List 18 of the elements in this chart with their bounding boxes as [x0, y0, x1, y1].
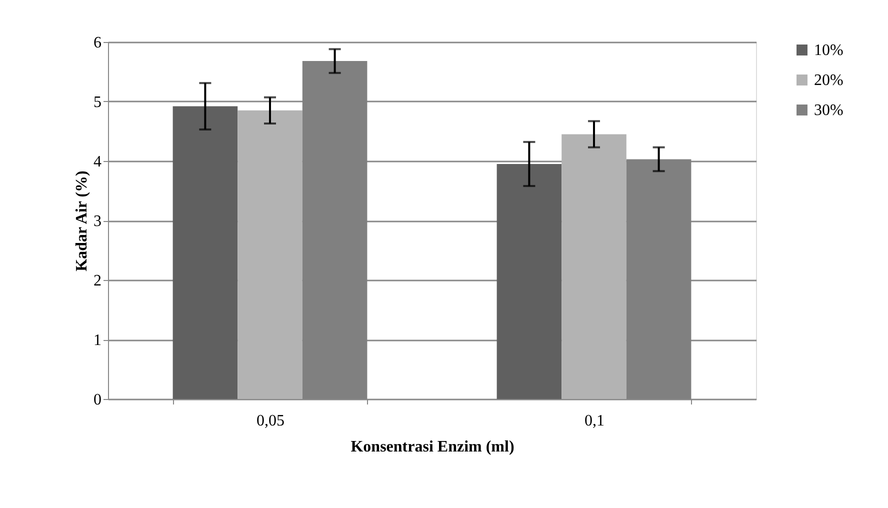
x-axis-title: Konsentrasi Enzim (ml) — [350, 438, 514, 456]
bar — [172, 106, 238, 399]
legend-label: 20% — [814, 72, 844, 89]
y-axis-title: Kadar Air (%) — [74, 170, 90, 272]
x-tick-label: 0,05 — [256, 412, 284, 430]
y-tick-label: 6 — [94, 34, 102, 52]
bar — [496, 164, 562, 399]
y-tick-label: 0 — [94, 392, 102, 408]
y-tick-label: 4 — [94, 154, 102, 170]
y-tick-label: 1 — [94, 332, 102, 349]
x-tick-label: 0,1 — [584, 412, 604, 430]
legend-label: 10% — [814, 42, 844, 59]
y-tick-label: 3 — [94, 213, 102, 230]
legend-label: 30% — [814, 102, 844, 119]
bar — [238, 110, 302, 399]
y-tick-label: 2 — [94, 272, 102, 290]
bar — [562, 134, 626, 399]
y-tick-label: 5 — [94, 94, 102, 111]
